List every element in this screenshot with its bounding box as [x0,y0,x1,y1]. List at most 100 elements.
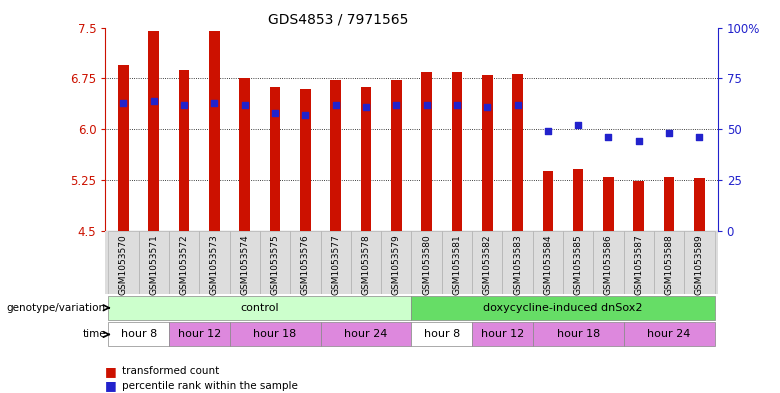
Text: doxycycline-induced dnSox2: doxycycline-induced dnSox2 [484,303,643,313]
Point [208,99,221,106]
Text: GSM1053586: GSM1053586 [604,234,613,295]
FancyBboxPatch shape [229,322,321,347]
Point [541,128,554,134]
FancyBboxPatch shape [624,322,714,347]
FancyBboxPatch shape [654,231,684,294]
FancyBboxPatch shape [563,231,594,294]
Text: GSM1053577: GSM1053577 [332,234,340,295]
FancyBboxPatch shape [321,231,351,294]
Point [572,122,584,128]
FancyBboxPatch shape [108,296,412,320]
Text: transformed count: transformed count [122,366,220,376]
Text: hour 24: hour 24 [647,329,691,340]
Text: GSM1053587: GSM1053587 [634,234,644,295]
FancyBboxPatch shape [290,231,321,294]
Text: GSM1053581: GSM1053581 [452,234,462,295]
Text: GSM1053583: GSM1053583 [513,234,522,295]
Bar [421,72,432,231]
FancyBboxPatch shape [169,231,199,294]
FancyBboxPatch shape [108,322,169,347]
Text: hour 18: hour 18 [557,329,600,340]
Bar [664,176,675,231]
Point [663,130,675,136]
FancyBboxPatch shape [684,231,714,294]
FancyBboxPatch shape [229,231,260,294]
Bar [482,75,492,231]
Point [420,102,433,108]
Bar [270,87,280,231]
Bar [209,31,220,231]
FancyBboxPatch shape [502,231,533,294]
Text: genotype/variation: genotype/variation [7,303,106,313]
Text: ■: ■ [105,365,117,378]
Bar [543,171,553,231]
FancyBboxPatch shape [533,231,563,294]
FancyBboxPatch shape [260,231,290,294]
Bar [148,31,159,231]
FancyBboxPatch shape [199,231,229,294]
Text: hour 12: hour 12 [178,329,221,340]
Text: GSM1053582: GSM1053582 [483,234,491,295]
Text: hour 8: hour 8 [424,329,460,340]
Point [147,97,160,104]
FancyBboxPatch shape [412,296,714,320]
Text: GSM1053588: GSM1053588 [665,234,674,295]
Point [693,134,706,140]
Bar [391,81,402,231]
Point [481,104,494,110]
Point [299,112,311,118]
FancyBboxPatch shape [381,231,412,294]
FancyBboxPatch shape [472,231,502,294]
FancyBboxPatch shape [321,322,412,347]
Point [390,102,402,108]
Text: ■: ■ [105,379,117,393]
Text: GSM1053579: GSM1053579 [392,234,401,295]
Text: GSM1053571: GSM1053571 [149,234,158,295]
Text: GSM1053572: GSM1053572 [179,234,189,295]
Bar [573,169,583,231]
Text: GSM1053589: GSM1053589 [695,234,704,295]
FancyBboxPatch shape [139,231,169,294]
Bar [239,78,250,231]
Point [178,102,190,108]
Bar [360,87,371,231]
Point [269,110,282,116]
Text: hour 8: hour 8 [121,329,157,340]
Title: GDS4853 / 7971565: GDS4853 / 7971565 [268,12,408,26]
Text: GSM1053573: GSM1053573 [210,234,219,295]
Point [117,99,129,106]
Point [512,102,524,108]
Bar [179,70,190,231]
Point [360,104,372,110]
FancyBboxPatch shape [169,322,229,347]
FancyBboxPatch shape [472,322,533,347]
Text: GSM1053576: GSM1053576 [301,234,310,295]
Bar [331,81,341,231]
FancyBboxPatch shape [108,231,139,294]
Bar [452,72,463,231]
Bar [300,88,310,231]
Point [633,138,645,145]
Text: control: control [240,303,279,313]
Bar [633,181,644,231]
Text: percentile rank within the sample: percentile rank within the sample [122,381,298,391]
FancyBboxPatch shape [594,231,624,294]
FancyBboxPatch shape [412,322,472,347]
FancyBboxPatch shape [441,231,472,294]
Text: GSM1053574: GSM1053574 [240,234,250,295]
Text: hour 12: hour 12 [480,329,524,340]
Bar [603,176,614,231]
Point [329,102,342,108]
Bar [119,65,129,231]
Text: GSM1053575: GSM1053575 [271,234,279,295]
Text: hour 18: hour 18 [254,329,296,340]
FancyBboxPatch shape [412,231,441,294]
Text: GSM1053585: GSM1053585 [573,234,583,295]
FancyBboxPatch shape [351,231,381,294]
Text: GSM1053580: GSM1053580 [422,234,431,295]
FancyBboxPatch shape [624,231,654,294]
Text: GSM1053578: GSM1053578 [361,234,370,295]
Bar [512,73,523,231]
Text: GSM1053570: GSM1053570 [119,234,128,295]
FancyBboxPatch shape [533,322,624,347]
